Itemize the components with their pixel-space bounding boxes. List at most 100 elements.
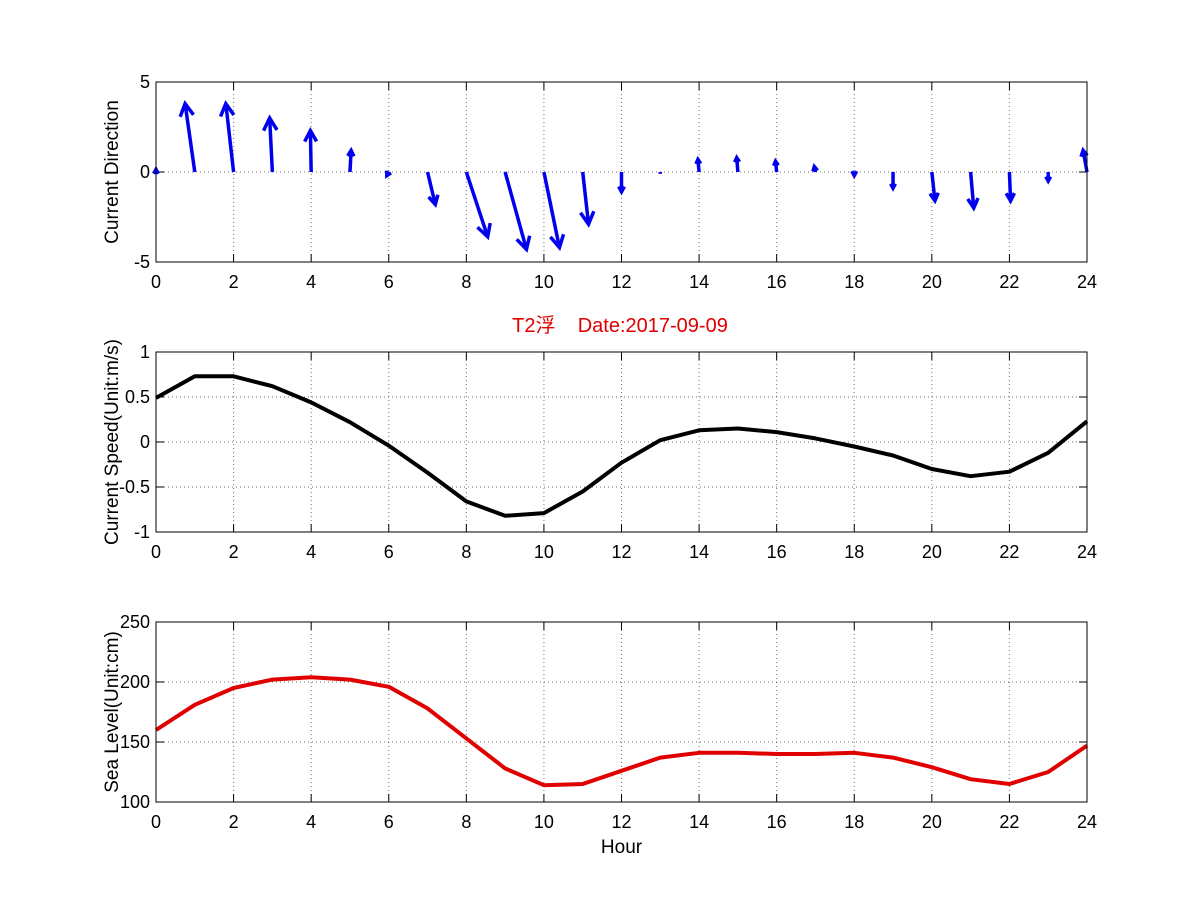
arrow-head xyxy=(771,157,780,167)
x-tick-label: 0 xyxy=(151,542,161,562)
current-arrow xyxy=(850,170,859,180)
arrow-head xyxy=(694,155,703,165)
axes-frame xyxy=(155,621,1088,803)
y-tick-label: 0.5 xyxy=(125,387,150,407)
arrow-head xyxy=(928,192,940,205)
current-arrow xyxy=(178,99,197,173)
y-tick-label: 250 xyxy=(120,612,150,632)
x-tick-label: 22 xyxy=(999,542,1019,562)
arrow-head xyxy=(889,182,897,192)
arrow-head xyxy=(1004,192,1016,205)
current-arrow xyxy=(1079,146,1089,173)
current-arrow xyxy=(733,153,741,173)
figure-title: T2浮 Date:2017-09-09 xyxy=(512,314,728,337)
current-arrow xyxy=(1004,171,1016,205)
arrow-head xyxy=(1079,146,1089,158)
current-arrow xyxy=(694,155,703,173)
arrow-head xyxy=(346,146,356,158)
current-arrow xyxy=(966,171,980,212)
x-tick-label: 20 xyxy=(922,542,942,562)
current-arrow xyxy=(889,172,897,192)
x-tick-label: 14 xyxy=(689,812,709,832)
arrow-head xyxy=(850,170,859,180)
arrow-shaft xyxy=(308,130,313,173)
current-arrow xyxy=(346,146,356,173)
x-tick-label: 10 xyxy=(534,272,554,292)
current-arrow xyxy=(385,170,392,179)
arrow-head xyxy=(427,194,440,208)
arrow-shaft xyxy=(224,103,236,173)
plot-area xyxy=(156,352,1087,532)
arrow-head xyxy=(617,185,626,196)
x-tick-label: 18 xyxy=(844,542,864,562)
x-tick-label: 24 xyxy=(1077,272,1097,292)
x-tick-label: 6 xyxy=(384,542,394,562)
x-tick-label: 20 xyxy=(922,272,942,292)
arrow-shaft xyxy=(542,171,562,248)
x-tick-label: 2 xyxy=(229,272,239,292)
x-tick-label: 10 xyxy=(534,542,554,562)
arrow-head xyxy=(476,222,492,241)
x-tick-label: 22 xyxy=(999,812,1019,832)
axes-frame xyxy=(155,81,1088,263)
arrow-shaft xyxy=(580,171,591,225)
arrow-shaft xyxy=(267,117,275,173)
x-tick-label: 8 xyxy=(461,272,471,292)
x-tick-label: 12 xyxy=(611,812,631,832)
x-tick-label: 24 xyxy=(1077,812,1097,832)
arrow-head xyxy=(515,235,532,253)
y-axis-label: Sea Level(Unit:cm) xyxy=(102,631,123,793)
x-tick-label: 8 xyxy=(461,812,471,832)
y-tick-label: 5 xyxy=(140,72,150,92)
x-tick-label: 0 xyxy=(151,812,161,832)
arrow-shaft xyxy=(930,171,937,201)
current-arrow xyxy=(579,171,596,228)
x-tick-label: 2 xyxy=(229,542,239,562)
arrow-shaft xyxy=(1081,150,1089,173)
y-tick-label: 100 xyxy=(120,792,150,812)
y-tick-label: 150 xyxy=(120,732,150,752)
x-tick-label: 10 xyxy=(534,812,554,832)
x-tick-label: 4 xyxy=(306,272,316,292)
x-tick-label: 20 xyxy=(922,812,942,832)
current-arrow xyxy=(464,171,492,241)
y-axis-label: Current Direction xyxy=(102,100,123,244)
x-tick-label: 16 xyxy=(767,542,787,562)
x-axis-label: Hour xyxy=(601,837,643,858)
arrow-head xyxy=(811,163,819,172)
current-arrow xyxy=(771,157,780,173)
x-tick-label: 16 xyxy=(767,812,787,832)
quiver-series xyxy=(152,99,1089,253)
arrow-head xyxy=(303,126,319,143)
x-tick-label: 0 xyxy=(151,272,161,292)
x-tick-label: 8 xyxy=(461,542,471,562)
chart-panel-2: 0 2 4 6 8 10 12 14 16 18 20 22 24-1-0.500.51Current … xyxy=(102,339,1097,562)
arrow-head xyxy=(549,233,566,252)
x-tick-label: 24 xyxy=(1077,542,1097,562)
arrow-head xyxy=(178,99,195,118)
arrow-shaft xyxy=(503,171,529,250)
x-tick-label: 6 xyxy=(384,272,394,292)
x-tick-label: 12 xyxy=(611,272,631,292)
y-tick-label: -0.5 xyxy=(119,477,150,497)
arrow-head xyxy=(579,210,596,228)
arrow-head xyxy=(1044,175,1053,185)
y-tick-label: -1 xyxy=(134,522,150,542)
current-arrow xyxy=(1044,172,1053,185)
arrow-head xyxy=(966,197,980,212)
x-tick-label: 14 xyxy=(689,272,709,292)
arrow-shaft xyxy=(464,171,490,238)
current-arrow xyxy=(503,171,532,253)
x-tick-label: 12 xyxy=(611,542,631,562)
x-tick-label: 16 xyxy=(767,272,787,292)
current-arrow xyxy=(261,114,279,173)
current-arrow xyxy=(928,171,940,205)
axes-frame xyxy=(155,351,1088,533)
y-tick-label: -5 xyxy=(134,252,150,272)
x-tick-label: 18 xyxy=(844,272,864,292)
arrow-shaft xyxy=(968,171,976,209)
current-arrow xyxy=(425,171,440,208)
